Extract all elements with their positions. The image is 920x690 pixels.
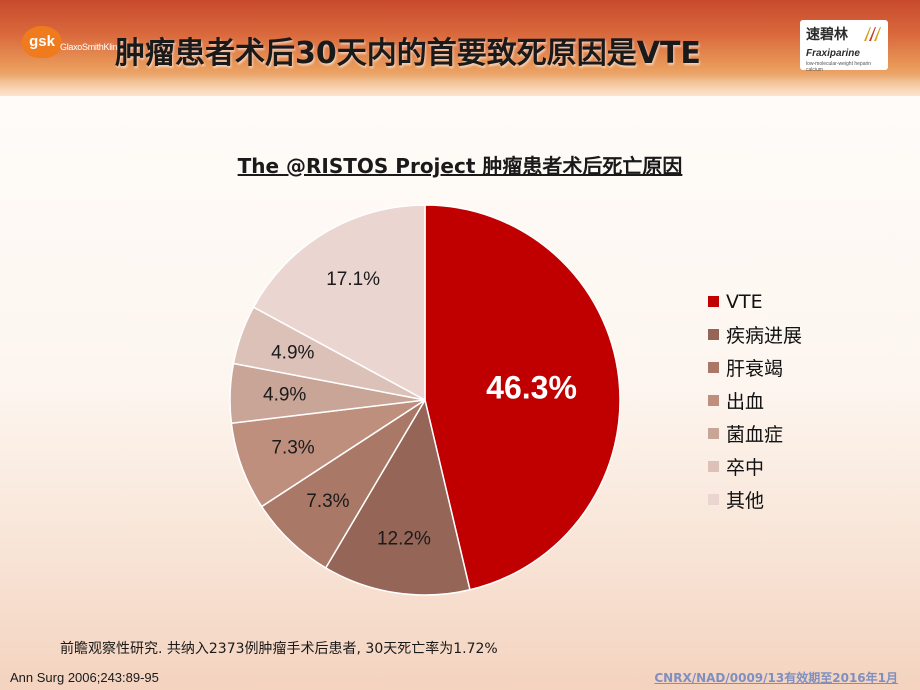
legend-label: 疾病进展 bbox=[726, 325, 803, 347]
pie-slice-label-4: 7.3% bbox=[271, 437, 314, 458]
legend-swatch bbox=[708, 362, 719, 373]
legend-label: 肝衰竭 bbox=[726, 358, 784, 380]
legend-item-2: 疾病进展 bbox=[708, 318, 802, 351]
pie-slice-label-1: 46.3% bbox=[486, 370, 577, 406]
legend-label: 菌血症 bbox=[726, 424, 784, 446]
study-footnote: 前瞻观察性研究. 共纳入2373例肿瘤手术后患者, 30天死亡率为1.72% bbox=[60, 641, 498, 657]
legend-swatch bbox=[708, 461, 719, 472]
legend-label: 其他 bbox=[726, 490, 765, 512]
legend-item-7: 其他 bbox=[708, 483, 802, 516]
legend-item-5: 菌血症 bbox=[708, 417, 802, 450]
gsk-logo: gsk bbox=[22, 26, 62, 58]
legend-swatch bbox=[708, 329, 719, 340]
chart-title: The @RISTOS Project 肿瘤患者术后死亡原因 bbox=[237, 154, 683, 178]
pie-slice-7 bbox=[252, 204, 426, 402]
pie-slice-1 bbox=[424, 204, 621, 591]
legend-item-3: 肝衰竭 bbox=[708, 351, 802, 384]
fraxiparine-logo: 速碧林 Fraxiparine low-molecular-weight hep… bbox=[800, 20, 888, 73]
brand-mark-icon bbox=[864, 27, 881, 41]
pie-slice-label-6: 4.9% bbox=[271, 342, 314, 363]
legend-swatch bbox=[708, 428, 719, 439]
slide-title: 肿瘤患者术后30天内的首要致死原因是VTE bbox=[115, 36, 701, 71]
pie-slice-label-2: 12.2% bbox=[377, 528, 431, 549]
header-bar: gsk GlaxoSmithKline 肿瘤患者术后30天内的首要致死原因是VT… bbox=[0, 0, 920, 96]
legend-item-1: VTE bbox=[708, 285, 802, 318]
pie-slice-2 bbox=[324, 398, 471, 596]
legend-swatch bbox=[708, 395, 719, 406]
header-shine bbox=[0, 74, 920, 96]
citation: Ann Surg 2006;243:89-95 bbox=[10, 670, 159, 685]
brand-name-en: Fraxiparine bbox=[806, 48, 860, 59]
legend-item-4: 出血 bbox=[708, 384, 802, 417]
legend-item-6: 卒中 bbox=[708, 450, 802, 483]
document-code-link[interactable]: CNRX/NAD/0009/13有效期至2016年1月 bbox=[654, 671, 898, 685]
legend-swatch bbox=[708, 296, 719, 307]
pie-slice-label-7: 17.1% bbox=[326, 269, 380, 290]
legend-swatch bbox=[708, 494, 719, 505]
chart-legend: VTE 疾病进展肝衰竭出血菌血症卒中其他 bbox=[708, 285, 802, 516]
legend-label: 卒中 bbox=[726, 457, 765, 479]
brand-subtitle: low-molecular-weight heparin calcium bbox=[806, 61, 872, 73]
legend-label: 出血 bbox=[726, 391, 765, 413]
pie-slice-label-5: 4.9% bbox=[263, 385, 306, 406]
gsk-logo-text: GlaxoSmithKline bbox=[60, 42, 123, 52]
legend-label: VTE bbox=[726, 290, 763, 313]
pie-slice-label-3: 7.3% bbox=[306, 491, 349, 512]
brand-name-cn: 速碧林 bbox=[806, 27, 848, 43]
